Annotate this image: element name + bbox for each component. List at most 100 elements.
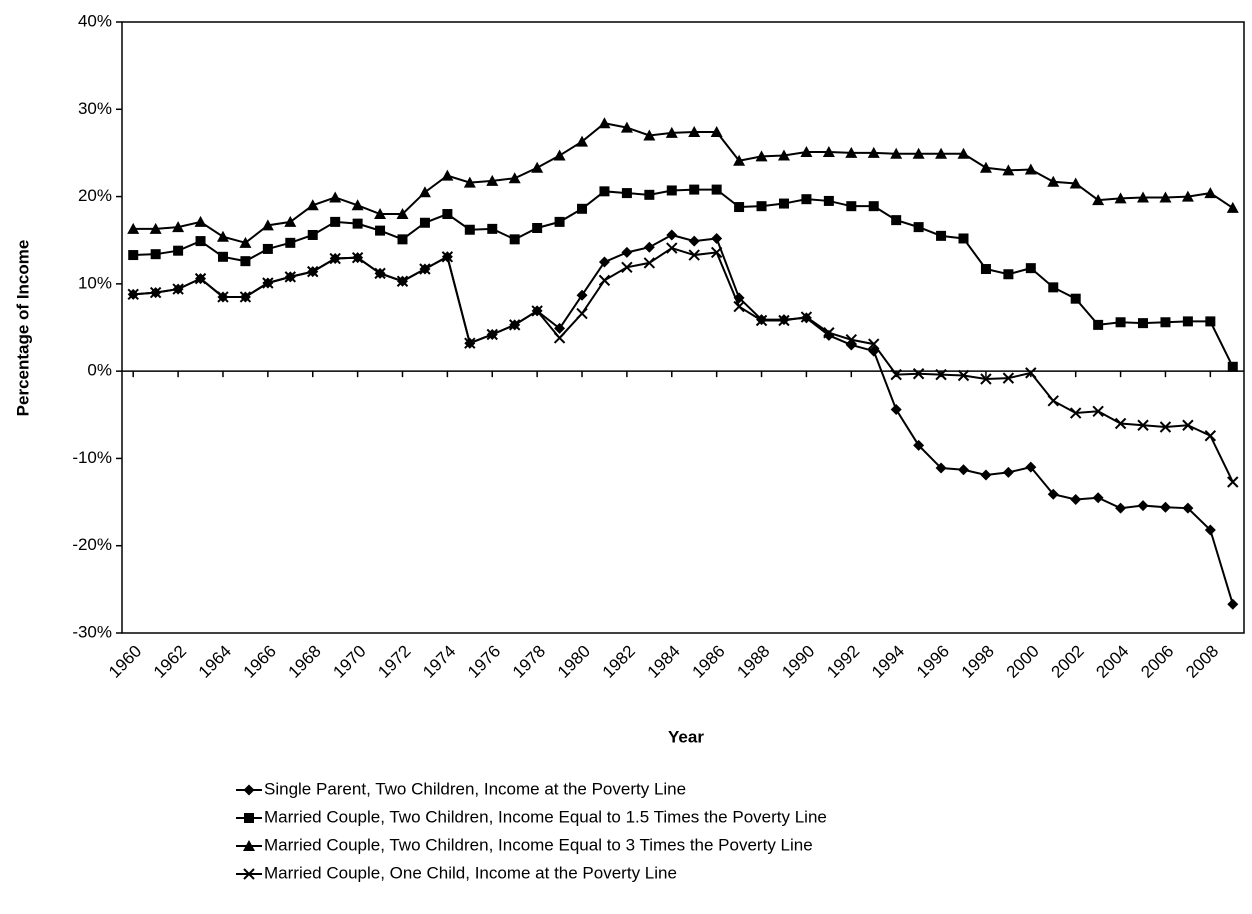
- marker: [1227, 598, 1239, 610]
- marker: [666, 229, 678, 241]
- marker: [710, 125, 723, 137]
- marker: [509, 234, 520, 245]
- marker: [1159, 501, 1171, 513]
- marker: [1227, 361, 1238, 372]
- marker: [1205, 316, 1216, 327]
- marker: [845, 146, 858, 158]
- marker: [239, 236, 252, 248]
- marker: [1092, 405, 1104, 418]
- marker: [128, 250, 139, 261]
- marker: [1138, 318, 1149, 329]
- marker: [554, 216, 565, 227]
- marker: [1159, 191, 1172, 203]
- marker: [1002, 164, 1015, 176]
- marker: [957, 147, 970, 159]
- marker: [980, 469, 992, 481]
- marker: [643, 257, 656, 269]
- marker: [1114, 192, 1127, 204]
- marker: [979, 161, 992, 173]
- marker: [576, 135, 589, 147]
- marker: [1047, 395, 1059, 407]
- y-tick-label: 30%: [78, 99, 112, 118]
- marker: [980, 264, 991, 275]
- marker: [913, 439, 925, 451]
- marker: [330, 216, 341, 227]
- marker: [711, 184, 722, 195]
- marker: [868, 201, 879, 212]
- marker: [1159, 421, 1172, 433]
- marker: [1181, 190, 1194, 202]
- marker: [778, 314, 790, 327]
- marker: [936, 230, 947, 241]
- marker: [195, 236, 206, 247]
- marker: [598, 274, 611, 287]
- marker: [576, 307, 588, 320]
- marker: [891, 215, 902, 226]
- marker: [1025, 263, 1036, 274]
- marker: [733, 154, 746, 166]
- marker: [1227, 476, 1239, 488]
- y-tick-label: 40%: [78, 11, 112, 30]
- marker: [868, 338, 880, 350]
- marker: [846, 201, 857, 212]
- marker: [777, 149, 790, 161]
- marker: [418, 186, 431, 198]
- marker: [1002, 372, 1015, 384]
- marker: [508, 319, 521, 331]
- marker: [419, 217, 430, 228]
- legend-label: Married Couple, One Child, Income at the…: [264, 863, 677, 882]
- marker: [508, 172, 521, 184]
- marker: [173, 245, 184, 256]
- marker: [576, 289, 588, 301]
- marker: [285, 237, 296, 248]
- marker: [710, 246, 723, 259]
- marker: [261, 219, 274, 231]
- marker: [1115, 502, 1127, 514]
- marker: [1025, 461, 1037, 473]
- marker: [374, 208, 387, 220]
- y-tick-label: -10%: [72, 448, 112, 467]
- marker: [1093, 319, 1104, 330]
- marker: [577, 203, 588, 214]
- marker: [463, 176, 476, 188]
- marker: [734, 202, 745, 213]
- marker: [284, 215, 297, 227]
- marker: [194, 215, 207, 227]
- marker: [598, 117, 611, 129]
- legend-label: Married Couple, Two Children, Income Equ…: [264, 807, 827, 826]
- marker: [823, 327, 835, 339]
- marker: [1182, 502, 1194, 514]
- marker: [1069, 407, 1082, 419]
- marker: [243, 868, 255, 880]
- marker: [150, 249, 161, 260]
- marker: [688, 125, 701, 137]
- marker: [1182, 419, 1194, 431]
- marker: [172, 283, 184, 295]
- marker: [464, 224, 475, 235]
- marker: [375, 225, 386, 236]
- marker: [1047, 175, 1060, 187]
- marker: [307, 229, 318, 240]
- marker: [620, 121, 633, 133]
- marker: [755, 314, 768, 327]
- marker: [957, 369, 970, 382]
- marker: [244, 813, 254, 823]
- marker: [441, 169, 454, 181]
- marker: [800, 146, 813, 158]
- marker: [396, 275, 409, 287]
- marker: [1137, 419, 1149, 431]
- marker: [980, 373, 992, 385]
- marker: [665, 126, 678, 138]
- marker: [845, 334, 858, 346]
- marker: [554, 322, 566, 334]
- marker: [216, 230, 229, 242]
- marker: [486, 328, 498, 341]
- marker: [487, 223, 498, 234]
- marker: [801, 194, 812, 205]
- marker: [958, 233, 969, 244]
- marker: [532, 222, 543, 233]
- marker: [867, 146, 880, 158]
- marker: [329, 252, 341, 265]
- marker: [733, 300, 745, 313]
